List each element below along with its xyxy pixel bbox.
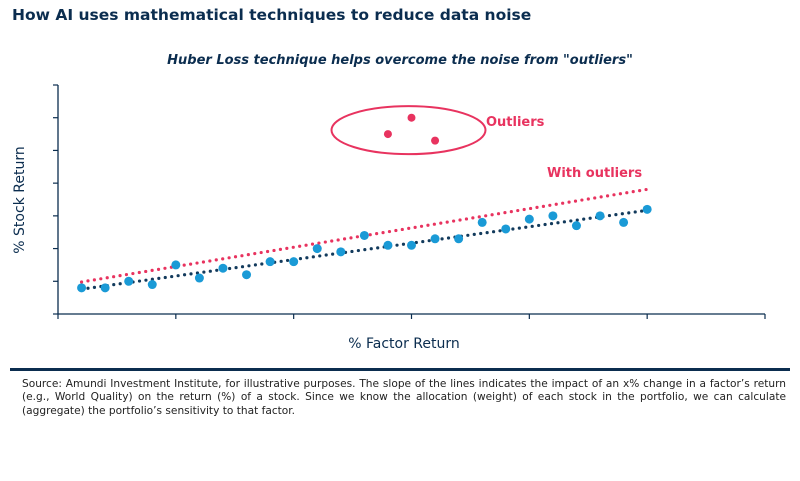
divider bbox=[10, 368, 790, 371]
data-point bbox=[124, 276, 134, 286]
data-point bbox=[642, 204, 652, 214]
data-point bbox=[147, 280, 157, 290]
data-point bbox=[501, 224, 511, 234]
with-outliers-label: With outliers bbox=[547, 166, 642, 181]
data-point bbox=[171, 260, 181, 270]
outlier-point bbox=[383, 130, 392, 139]
outliers-ellipse bbox=[330, 105, 487, 156]
outlier-point bbox=[431, 136, 440, 145]
data-point bbox=[477, 217, 487, 227]
data-point bbox=[407, 240, 416, 250]
y-axis-label: % Stock Return bbox=[12, 146, 28, 253]
data-point bbox=[77, 283, 87, 293]
data-point bbox=[548, 211, 558, 221]
data-point bbox=[312, 244, 322, 254]
data-point bbox=[218, 263, 228, 273]
data-points bbox=[77, 113, 652, 293]
data-point bbox=[571, 221, 581, 231]
data-point bbox=[289, 257, 299, 267]
x-axis-label: % Factor Return bbox=[348, 336, 460, 352]
source-note: Source: Amundi Investment Institute, for… bbox=[22, 378, 786, 417]
page-title: How AI uses mathematical techniques to r… bbox=[12, 6, 532, 24]
annotations bbox=[330, 105, 487, 156]
outliers-label: Outliers bbox=[486, 115, 545, 130]
data-point bbox=[595, 211, 605, 221]
data-point bbox=[524, 214, 534, 224]
data-point bbox=[194, 273, 204, 283]
axes bbox=[53, 84, 766, 319]
outlier-point bbox=[407, 113, 416, 122]
data-point bbox=[242, 270, 252, 280]
chart-subtitle: Huber Loss technique helps overcome the … bbox=[167, 53, 633, 68]
data-point bbox=[336, 247, 346, 257]
data-point bbox=[619, 217, 629, 227]
data-point bbox=[454, 234, 464, 244]
data-point bbox=[383, 240, 393, 250]
data-point bbox=[359, 230, 369, 240]
data-point bbox=[430, 234, 440, 244]
trendline-robust bbox=[79, 208, 649, 291]
data-point bbox=[100, 283, 110, 293]
data-point bbox=[265, 257, 275, 267]
